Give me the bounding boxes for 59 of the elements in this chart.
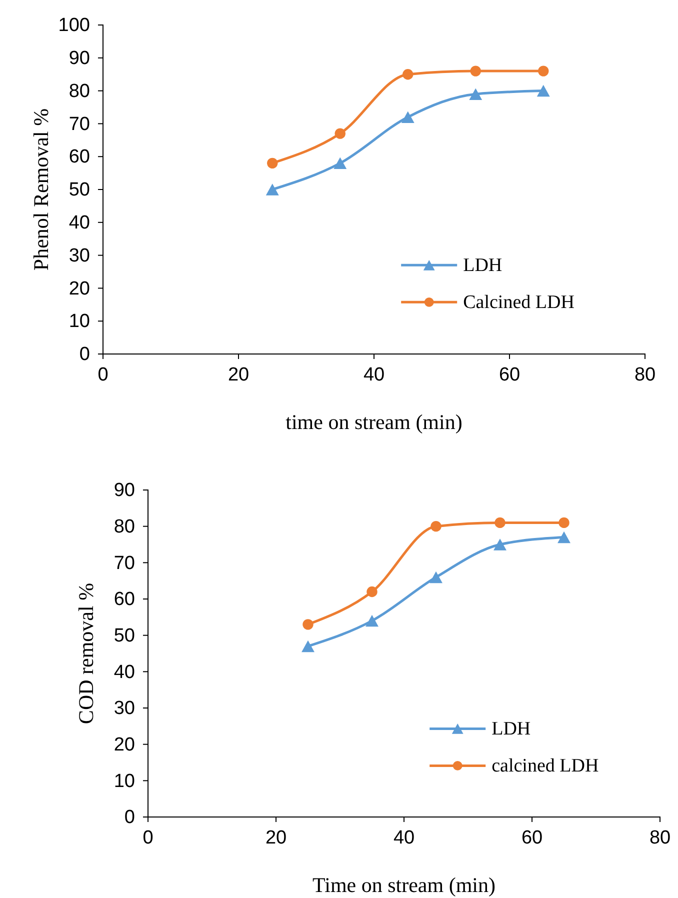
point — [494, 517, 506, 528]
y-tick-label: 80 — [114, 516, 135, 538]
point — [366, 586, 378, 598]
y-tick-label: 0 — [124, 807, 135, 828]
y-tick-label: 90 — [68, 48, 90, 69]
x-tick-label: 20 — [228, 364, 250, 386]
point — [334, 157, 347, 170]
legend-label: LDH — [492, 718, 531, 740]
x-tick-label: 60 — [521, 827, 543, 848]
y-axis-title: COD removal % — [74, 582, 98, 724]
x-axis-title: time on stream (min) — [286, 410, 462, 434]
point — [430, 520, 442, 532]
y-tick-label: 40 — [114, 662, 135, 683]
point — [558, 531, 570, 544]
x-tick-label: 0 — [98, 364, 108, 386]
y-tick-label: 90 — [114, 480, 135, 502]
y-tick-label: 100 — [58, 15, 90, 36]
y-tick-label: 50 — [68, 180, 90, 201]
x-tick-label: 60 — [498, 364, 520, 386]
point — [267, 158, 278, 169]
y-tick-label: 40 — [68, 212, 90, 234]
point — [538, 66, 549, 76]
point — [334, 128, 346, 139]
x-tick-label: 40 — [393, 827, 415, 848]
y-tick-label: 50 — [114, 625, 135, 646]
y-tick-label: 10 — [68, 311, 90, 332]
y-tick-label: 20 — [114, 734, 135, 756]
point — [366, 614, 378, 627]
point — [536, 84, 550, 97]
x-tick-label: 80 — [649, 827, 671, 848]
x-tick-label: 80 — [634, 364, 656, 386]
point — [302, 640, 314, 652]
point — [302, 619, 314, 630]
point — [402, 69, 414, 80]
x-tick-label: 0 — [142, 827, 154, 848]
point — [430, 571, 442, 584]
point — [494, 538, 506, 550]
point — [469, 88, 482, 100]
y-tick-label: 0 — [79, 344, 90, 366]
y-tick-label: 70 — [114, 552, 135, 574]
legend-label: calcined LDH — [492, 756, 599, 777]
y-tick-label: 10 — [114, 770, 135, 792]
point — [558, 517, 570, 528]
y-tick-label: 70 — [68, 114, 90, 135]
y-tick-label: 60 — [114, 589, 135, 610]
x-tick-label: 40 — [363, 364, 385, 386]
point — [401, 111, 414, 123]
y-tick-label: 20 — [68, 278, 90, 300]
legend-label: Calcined LDH — [463, 292, 575, 314]
point — [266, 184, 279, 196]
y-axis-title: Phenol Removal % — [29, 108, 53, 271]
y-tick-label: 30 — [68, 245, 90, 266]
y-tick-label: 80 — [68, 80, 90, 102]
point — [470, 66, 481, 76]
legend-label: LDH — [463, 255, 502, 276]
x-tick-label: 20 — [265, 827, 287, 848]
y-tick-label: 60 — [68, 146, 90, 168]
y-tick-label: 30 — [114, 698, 135, 720]
x-axis-title: Time on stream (min) — [312, 873, 496, 897]
